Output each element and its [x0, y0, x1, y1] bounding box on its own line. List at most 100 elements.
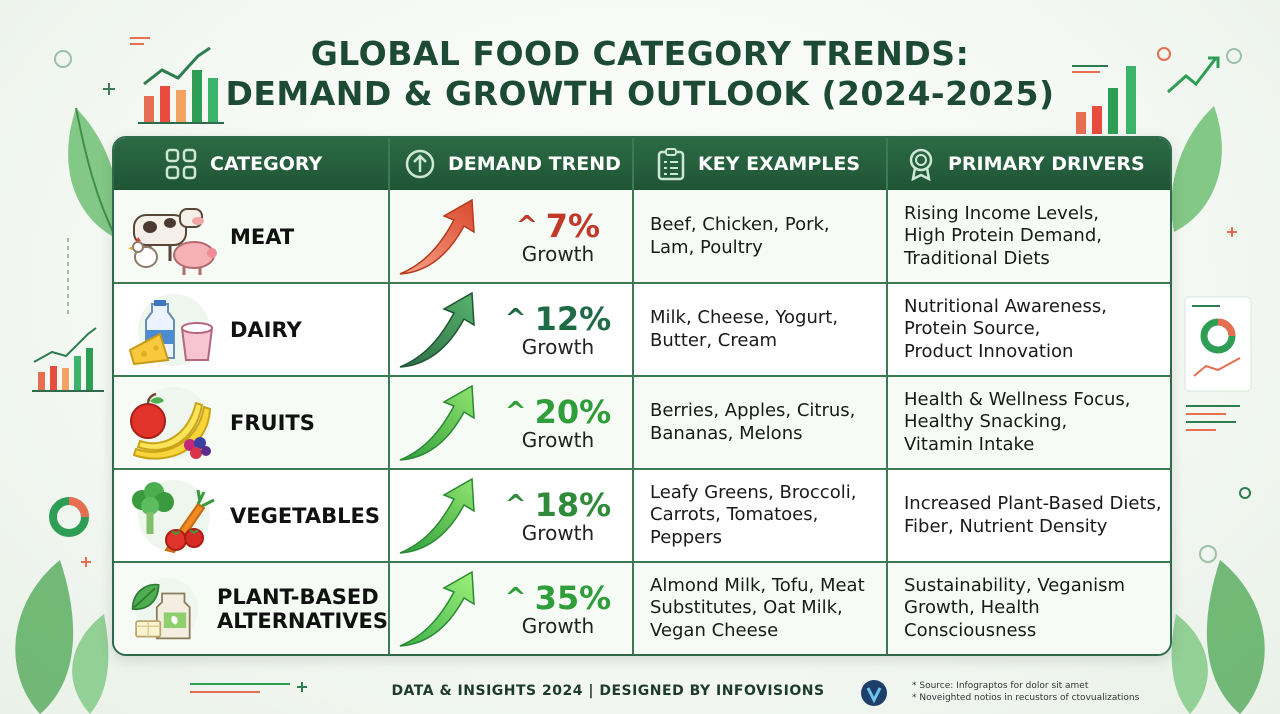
line-chart-decoration-icon [32, 327, 104, 392]
growth-percent: ^ 18% [498, 488, 618, 522]
row-divider [114, 561, 1170, 563]
table-row-dairy: DAIRY ^ 12% Growth Milk, Cheese, [114, 283, 1170, 376]
examples-line: Leafy Greens, Broccoli, [650, 481, 857, 503]
header-category: CATEGORY [164, 138, 322, 190]
category-name: MEAT [230, 224, 295, 249]
examples-cell: Milk, Cheese, Yogurt, Butter, Cream [650, 283, 900, 376]
drivers-line: Vitamin Intake [904, 433, 1035, 455]
header-demand-label: DEMAND TREND [448, 153, 621, 175]
table-header: CATEGORY DEMAND TREND KEY EXAMPLES PRIMA… [114, 138, 1170, 190]
plus-decoration-icon [81, 557, 91, 567]
award-icon [909, 148, 933, 181]
table-row-vegetables: VEGETABLES ^ 18% Growth Leafy Gr [114, 469, 1170, 562]
drivers-cell: Health & Wellness Focus, Healthy Snackin… [904, 376, 1168, 469]
header-drivers-label: PRIMARY DRIVERS [948, 153, 1145, 175]
category-name: VEGETABLES [230, 503, 380, 528]
drivers-line: High Protein Demand, [904, 225, 1102, 247]
trend-line-decoration-icon [1167, 56, 1220, 94]
caret-up-icon: ^ [515, 210, 538, 241]
drivers-line: Rising Income Levels, [904, 202, 1100, 224]
examples-line: Berries, Apples, Citrus, [650, 400, 856, 421]
trend-arrow-icon [399, 198, 475, 275]
examples-line: Almond Milk, Tofu, Meat [650, 574, 865, 596]
category-name-line2: ALTERNATIVES [216, 608, 388, 633]
leaf-decoration-icon [1171, 560, 1265, 714]
fruits-icon [130, 386, 212, 460]
plus-decoration-icon [103, 83, 115, 95]
growth-label: Growth [521, 241, 595, 266]
table-row-meat: MEAT ^ 7% Growth Beef, Chicken, [114, 190, 1170, 283]
examples-line: Carrots, Tomatoes, [650, 504, 819, 526]
column-divider [886, 138, 888, 654]
footer-lines-decoration-icon [190, 682, 307, 693]
drivers-cell: Nutritional Awareness, Protein Source, P… [904, 283, 1168, 376]
drivers-cell: Sustainability, Veganism Growth, Health … [904, 562, 1168, 654]
plant-based-icon [131, 577, 199, 640]
arrow-up-circle-icon [405, 149, 435, 179]
category-cell: FRUITS [124, 376, 388, 469]
header-drivers: PRIMARY DRIVERS [906, 138, 1145, 190]
growth-percent: ^ 35% [498, 581, 618, 615]
header-demand: DEMAND TREND [404, 138, 621, 190]
dashed-line-decoration-icon [67, 238, 69, 318]
meat-animals-icon [128, 207, 217, 275]
trend-arrow-icon [399, 384, 475, 461]
footer-credits: DATA & INSIGHTS 2024 | DESIGNED BY INFOV… [391, 683, 825, 699]
drivers-line: Nutritional Awareness, [904, 295, 1107, 317]
trend-arrow-icon [399, 570, 475, 647]
growth-value: 18% [534, 485, 612, 524]
caret-up-icon: ^ [504, 303, 527, 334]
growth-label: Growth [521, 427, 595, 452]
examples-line: Bananas, Melons [650, 422, 803, 444]
growth-percent: ^ 12% [498, 302, 618, 336]
drivers-line: Growth, Health Consciousness [904, 597, 1040, 641]
growth-percent: ^ 7% [498, 209, 618, 243]
examples-line: Peppers [650, 526, 722, 548]
ring-decoration-icon [1157, 47, 1171, 61]
examples-line: Lam, Poultry [650, 236, 763, 258]
examples-cell: Beef, Chicken, Pork, Lam, Poultry [650, 190, 900, 283]
growth-label: Growth [521, 334, 595, 359]
header-examples-label: KEY EXAMPLES [698, 153, 861, 175]
growth-value: 7% [545, 206, 601, 245]
row-divider [114, 375, 1170, 377]
ring-decoration-icon [1199, 545, 1217, 563]
demand-cell: ^ 18% Growth [390, 469, 634, 562]
column-divider [388, 138, 390, 654]
trends-table: CATEGORY DEMAND TREND KEY EXAMPLES PRIMA… [112, 136, 1172, 656]
list-lines-decoration-icon [1186, 405, 1240, 431]
examples-line: Butter, Cream [650, 329, 778, 351]
dairy-icon [128, 293, 214, 366]
ring-decoration-icon [54, 50, 72, 68]
category-name: FRUITS [230, 410, 315, 435]
caret-up-icon: ^ [504, 582, 527, 613]
page-title-line1: GLOBAL FOOD CATEGORY TRENDS: [310, 34, 970, 73]
examples-line: Vegan Cheese [650, 619, 779, 641]
growth-label: Growth [521, 520, 595, 545]
drivers-cell: Rising Income Levels, High Protein Deman… [904, 190, 1168, 283]
category-name: PLANT-BASED [216, 584, 379, 609]
examples-cell: Leafy Greens, Broccoli, Carrots, Tomatoe… [650, 469, 900, 562]
drivers-line: Increased Plant-Based Diets, [904, 493, 1162, 514]
demand-cell: ^ 12% Growth [390, 283, 634, 376]
ring-decoration-icon [1226, 48, 1242, 64]
drivers-line: Healthy Snacking, [904, 411, 1068, 433]
category-name: DAIRY [230, 317, 302, 342]
clipboard-icon [657, 148, 685, 181]
header-category-label: CATEGORY [210, 153, 323, 175]
header-examples: KEY EXAMPLES [656, 138, 860, 190]
ring-decoration-icon [1239, 487, 1251, 499]
leaf-decoration-icon [68, 107, 119, 239]
demand-cell: ^ 7% Growth [390, 190, 634, 283]
examples-line: Substitutes, Oat Milk, [650, 597, 843, 619]
page-title-line2: DEMAND & GROWTH OUTLOOK (2024-2025) [225, 74, 1055, 113]
examples-cell: Berries, Apples, Citrus, Bananas, Melons [650, 376, 900, 469]
growth-label: Growth [521, 613, 595, 638]
bar-chart-decoration-icon [130, 37, 224, 124]
caret-up-icon: ^ [504, 396, 527, 427]
examples-line: Beef, Chicken, Pork, [650, 214, 830, 235]
grid-icon [165, 148, 197, 180]
drivers-line: Product Innovation [904, 340, 1074, 362]
drivers-line: Health & Wellness Focus, [904, 388, 1131, 410]
growth-value: 20% [534, 392, 612, 431]
